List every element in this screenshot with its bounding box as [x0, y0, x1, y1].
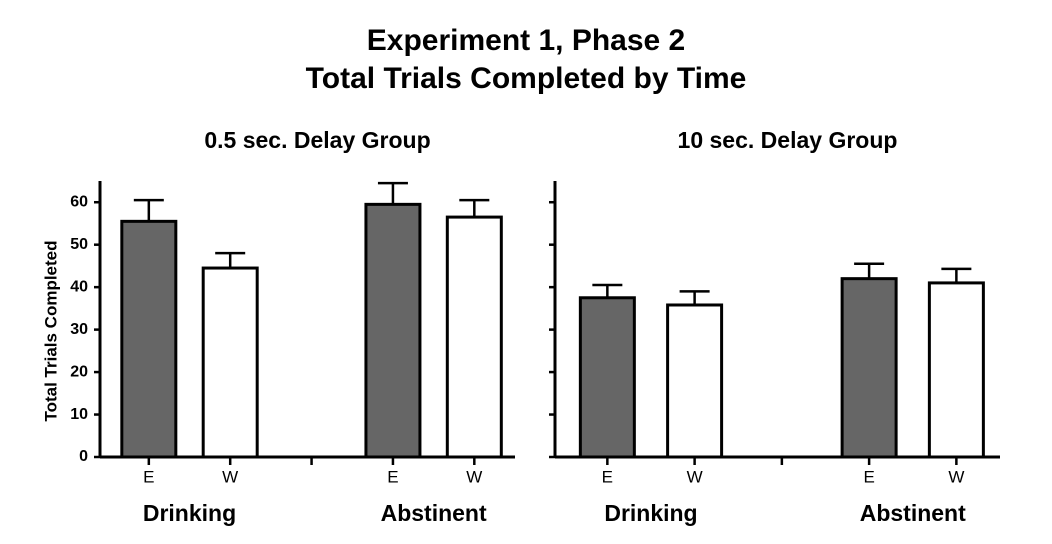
panel-title: 0.5 sec. Delay Group — [204, 127, 430, 153]
x-tick-label: W — [222, 467, 238, 486]
y-tick-label: 50 — [70, 236, 88, 253]
bar — [364, 202, 422, 459]
y-tick-label: 40 — [70, 278, 88, 295]
bar — [927, 281, 985, 459]
x-tick-label: E — [602, 467, 613, 486]
group-label: Abstinent — [381, 500, 487, 526]
y-tick-label: 10 — [70, 406, 88, 423]
group-label: Drinking — [143, 500, 236, 526]
bar — [578, 296, 636, 459]
x-tick-label: E — [863, 467, 874, 486]
x-tick-label: W — [466, 467, 482, 486]
bar — [201, 266, 259, 459]
group-label: Abstinent — [860, 500, 966, 526]
y-axis-label: Total Trials Completed — [41, 240, 60, 421]
chart-title: Experiment 1, Phase 2 — [367, 24, 686, 57]
bar — [445, 215, 503, 459]
x-tick-label: E — [143, 467, 154, 486]
panel-title: 10 sec. Delay Group — [678, 127, 898, 153]
bar — [120, 219, 178, 459]
group-label: Drinking — [604, 500, 697, 526]
x-tick-label: W — [687, 467, 703, 486]
bar — [840, 277, 898, 459]
bar — [666, 303, 724, 459]
y-tick-label: 20 — [70, 363, 88, 380]
chart-subtitle: Total Trials Completed by Time — [306, 62, 747, 95]
y-tick-label: 0 — [79, 448, 88, 465]
y-tick-label: 30 — [70, 321, 88, 338]
x-tick-label: W — [948, 467, 964, 486]
y-tick-label: 60 — [70, 193, 88, 210]
x-tick-label: E — [387, 467, 398, 486]
